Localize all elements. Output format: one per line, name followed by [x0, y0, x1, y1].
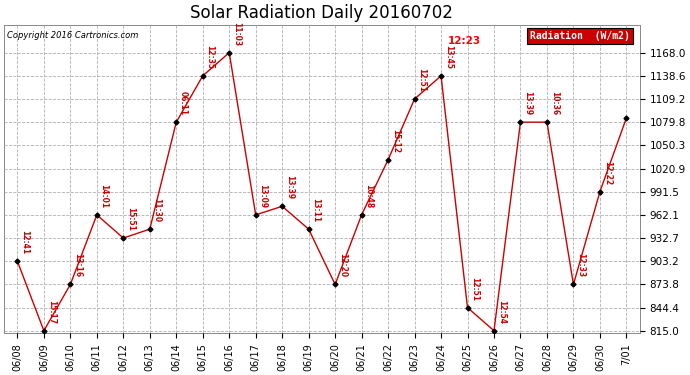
Text: 15:51: 15:51 — [126, 207, 135, 231]
Text: 11:03: 11:03 — [232, 22, 241, 46]
Text: 12:20: 12:20 — [338, 254, 347, 278]
Text: 12:33: 12:33 — [576, 254, 585, 278]
Text: 13:09: 13:09 — [259, 184, 268, 208]
Text: 12:51: 12:51 — [417, 68, 426, 92]
Text: 14:01: 14:01 — [99, 184, 108, 208]
Text: Copyright 2016 Cartronics.com: Copyright 2016 Cartronics.com — [8, 31, 139, 40]
Text: 12:51: 12:51 — [471, 277, 480, 301]
Text: 13:16: 13:16 — [73, 254, 82, 278]
Text: 13:11: 13:11 — [311, 198, 320, 222]
Text: 10:48: 10:48 — [364, 184, 373, 208]
Text: 11:30: 11:30 — [152, 198, 161, 222]
Text: 13:45: 13:45 — [444, 45, 453, 69]
Text: 13:39: 13:39 — [523, 91, 532, 115]
Text: 15:12: 15:12 — [391, 129, 400, 153]
Text: 06:11: 06:11 — [179, 91, 188, 115]
Text: 12:41: 12:41 — [20, 230, 29, 254]
Text: 12:35: 12:35 — [206, 45, 215, 69]
Title: Solar Radiation Daily 20160702: Solar Radiation Daily 20160702 — [190, 4, 453, 22]
Text: 10:36: 10:36 — [550, 91, 559, 115]
Text: 12:22: 12:22 — [602, 160, 611, 185]
Text: 12:23: 12:23 — [448, 36, 481, 46]
Text: 12:54: 12:54 — [497, 300, 506, 324]
Text: 13:39: 13:39 — [285, 175, 294, 200]
Text: 15:17: 15:17 — [47, 300, 56, 324]
Text: Radiation  (W/m2): Radiation (W/m2) — [530, 31, 630, 41]
